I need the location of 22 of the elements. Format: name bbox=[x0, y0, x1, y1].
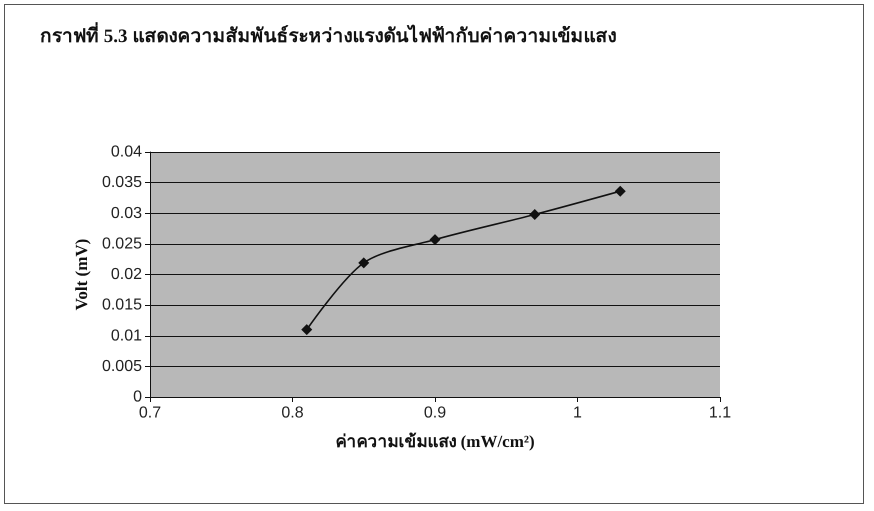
chart-title: กราฟที่ 5.3 แสดงความสัมพันธ์ระหว่างแรงดันไฟฟ้ากับค่าความเข้มแสง bbox=[40, 22, 616, 47]
y-axis-title: Volt (mV) bbox=[72, 238, 91, 310]
y-tick-label: 0.015 bbox=[102, 296, 142, 314]
x-tick-label: 1.1 bbox=[708, 404, 732, 422]
y-tick-label: 0.01 bbox=[110, 327, 142, 344]
x-tick-label: 0.9 bbox=[424, 404, 446, 422]
point bbox=[301, 324, 312, 336]
x-tick-label: 1 bbox=[573, 404, 582, 422]
point bbox=[358, 257, 370, 268]
point bbox=[529, 208, 540, 220]
point bbox=[430, 234, 440, 246]
x-tick-label: 0.7 bbox=[138, 404, 162, 422]
y-tick-label: 0.03 bbox=[110, 204, 142, 222]
y-tick-label: 0.035 bbox=[102, 174, 142, 192]
y-tick-label: 0.04 bbox=[110, 144, 142, 160]
y-tick-label: 0.025 bbox=[102, 235, 142, 252]
y-tick-label: 0.005 bbox=[102, 358, 142, 375]
x-tick-label: 0.8 bbox=[281, 404, 304, 422]
point bbox=[614, 186, 626, 197]
y-tick-label: 0 bbox=[133, 388, 142, 406]
y-tick-label: 0.02 bbox=[110, 266, 142, 283]
x-axis-title: ค่าความเข้มแสง (mW/cm²) bbox=[335, 432, 535, 451]
